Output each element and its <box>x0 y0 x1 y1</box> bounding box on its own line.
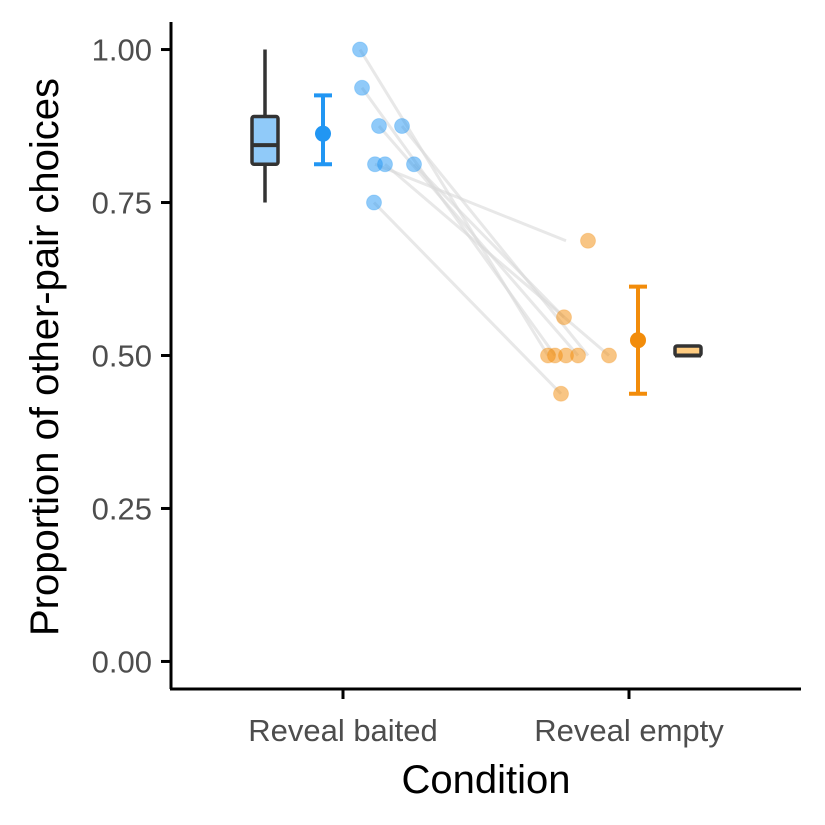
y-axis-title: Proportion of other-pair choices <box>23 78 67 636</box>
paired-line <box>412 163 566 319</box>
data-point <box>352 41 368 58</box>
y-tick-label: 0.50 <box>92 339 152 374</box>
paired-line <box>360 86 557 357</box>
data-point <box>556 309 572 326</box>
data-point <box>553 385 569 402</box>
data-point <box>601 347 617 364</box>
paired-line <box>372 201 563 395</box>
mean-point <box>630 332 646 349</box>
data-point <box>354 79 370 96</box>
y-tick-label: 0.00 <box>92 644 152 679</box>
mean-errorbars <box>314 93 647 396</box>
data-point <box>377 156 393 173</box>
data-point <box>371 118 387 135</box>
boxplots <box>250 49 703 358</box>
paired-line <box>374 162 567 243</box>
data-point <box>394 118 410 135</box>
x-tick-label: Reveal empty <box>534 713 724 748</box>
x-ticks: Reveal baited Reveal empty <box>248 689 724 748</box>
paired-line <box>384 163 610 357</box>
x-axis-title: Condition <box>401 758 570 802</box>
paired-lines <box>358 48 610 395</box>
paired-line <box>358 48 550 357</box>
x-tick-label: Reveal baited <box>248 713 438 748</box>
data-point <box>580 232 596 249</box>
data-point <box>366 194 382 211</box>
data-point <box>406 156 422 173</box>
y-ticks: 0.00 0.25 0.50 0.75 1.00 <box>92 33 171 679</box>
data-points <box>352 41 617 402</box>
boxplot-box <box>250 114 280 167</box>
y-tick-label: 0.75 <box>92 186 152 221</box>
data-point <box>558 347 574 364</box>
y-tick-label: 1.00 <box>92 33 152 68</box>
y-tick-label: 0.25 <box>92 491 152 526</box>
mean-point <box>315 125 331 142</box>
